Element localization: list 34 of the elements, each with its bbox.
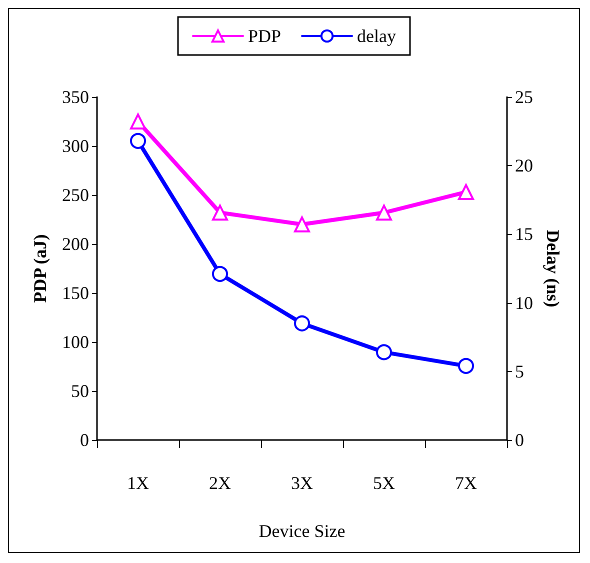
x-tick-label: 5X xyxy=(373,473,395,493)
point xyxy=(212,266,228,282)
y2-tick-label: 0 xyxy=(515,430,524,450)
point xyxy=(212,204,228,221)
y2-tick-label: 15 xyxy=(515,224,533,244)
x-tick-label: 2X xyxy=(209,473,231,493)
point xyxy=(458,358,474,374)
y-tick-label: 100 xyxy=(62,332,89,352)
point xyxy=(294,216,310,232)
y2-tick-label: 10 xyxy=(515,292,533,313)
x-axis-title: Device Size xyxy=(258,521,346,541)
y-tick-label: 150 xyxy=(62,283,89,303)
y-tick-label: 300 xyxy=(62,136,89,156)
legend-label: delay xyxy=(357,26,396,46)
y2-tick-label: 25 xyxy=(515,87,533,107)
point xyxy=(294,315,310,332)
y-tick-label: 250 xyxy=(62,185,89,205)
y2-tick-label: 5 xyxy=(515,361,524,382)
point xyxy=(130,132,146,149)
y-axis-title: PDP (aJ) xyxy=(30,234,50,303)
legend-label: PDP xyxy=(248,26,282,46)
x-tick-label: 1X xyxy=(127,473,149,493)
y-tick-label: 200 xyxy=(62,234,89,254)
point xyxy=(130,114,146,130)
y2-axis-title: Delay (ns) xyxy=(542,230,563,308)
y-tick-label: 50 xyxy=(71,381,89,401)
point xyxy=(458,184,474,200)
y-tick-label: 0 xyxy=(80,430,89,450)
point xyxy=(376,204,392,221)
y2-tick-label: 20 xyxy=(515,156,533,176)
point xyxy=(376,344,392,360)
x-tick-label: 3X xyxy=(291,473,313,493)
y-tick-label: 350 xyxy=(62,87,89,107)
x-tick-label: 7X xyxy=(455,473,477,493)
